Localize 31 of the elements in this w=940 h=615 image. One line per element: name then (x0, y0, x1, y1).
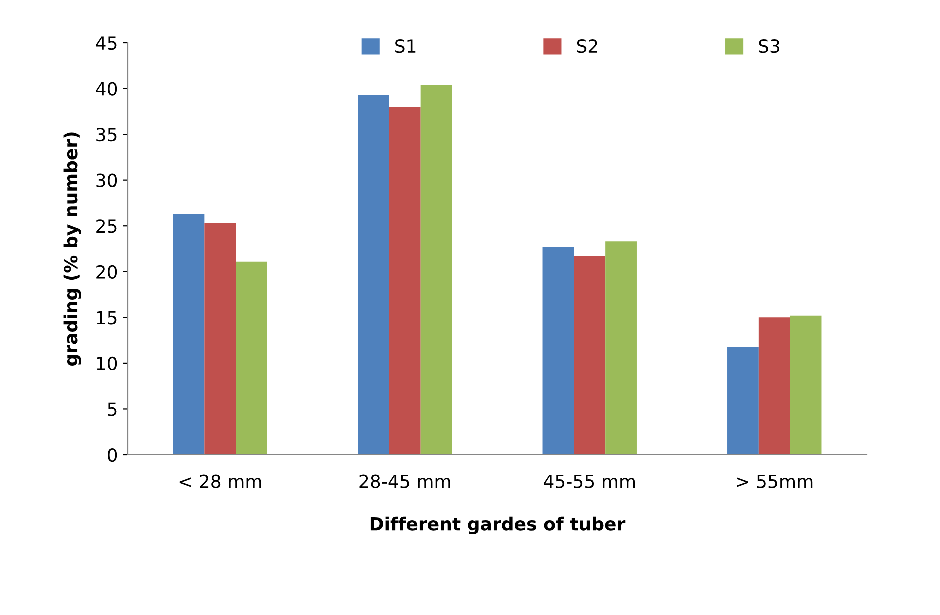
y-tick-label: 0 (108, 448, 118, 462)
y-axis-title: grading (% by number) (64, 132, 82, 366)
y-tick-label: 15 (97, 311, 117, 325)
y-tick-label: 5 (108, 402, 117, 416)
y-tick-label: 40 (96, 82, 118, 96)
bar (574, 256, 606, 455)
bar (606, 242, 637, 455)
x-tick-label: < 28 mm (180, 474, 262, 488)
bar (758, 318, 790, 455)
x-tick-label: 28-45 mm (360, 474, 450, 488)
bar (173, 214, 205, 455)
x-axis-title: Different gardes of tuber (370, 516, 626, 535)
bar (389, 107, 421, 455)
bar (542, 247, 574, 455)
bar (420, 85, 452, 455)
legend-label: S3 (759, 40, 780, 54)
y-tick-label: 35 (96, 128, 117, 142)
y-tick-label: 25 (96, 220, 117, 234)
bar (790, 316, 822, 455)
x-tick-label: > 55mm (737, 475, 813, 488)
y-tick-label: 45 (96, 36, 117, 50)
y-tick-label: 20 (96, 265, 118, 280)
legend-label: S2 (577, 40, 598, 54)
bar (728, 346, 759, 455)
y-tick-label: 10 (97, 356, 118, 371)
bar (236, 262, 268, 455)
bar (204, 223, 236, 455)
bar (358, 95, 390, 455)
legend-label: S1 (396, 40, 416, 54)
y-tick-label: 30 (96, 174, 118, 188)
x-tick-label: 45-55 mm (544, 475, 636, 488)
